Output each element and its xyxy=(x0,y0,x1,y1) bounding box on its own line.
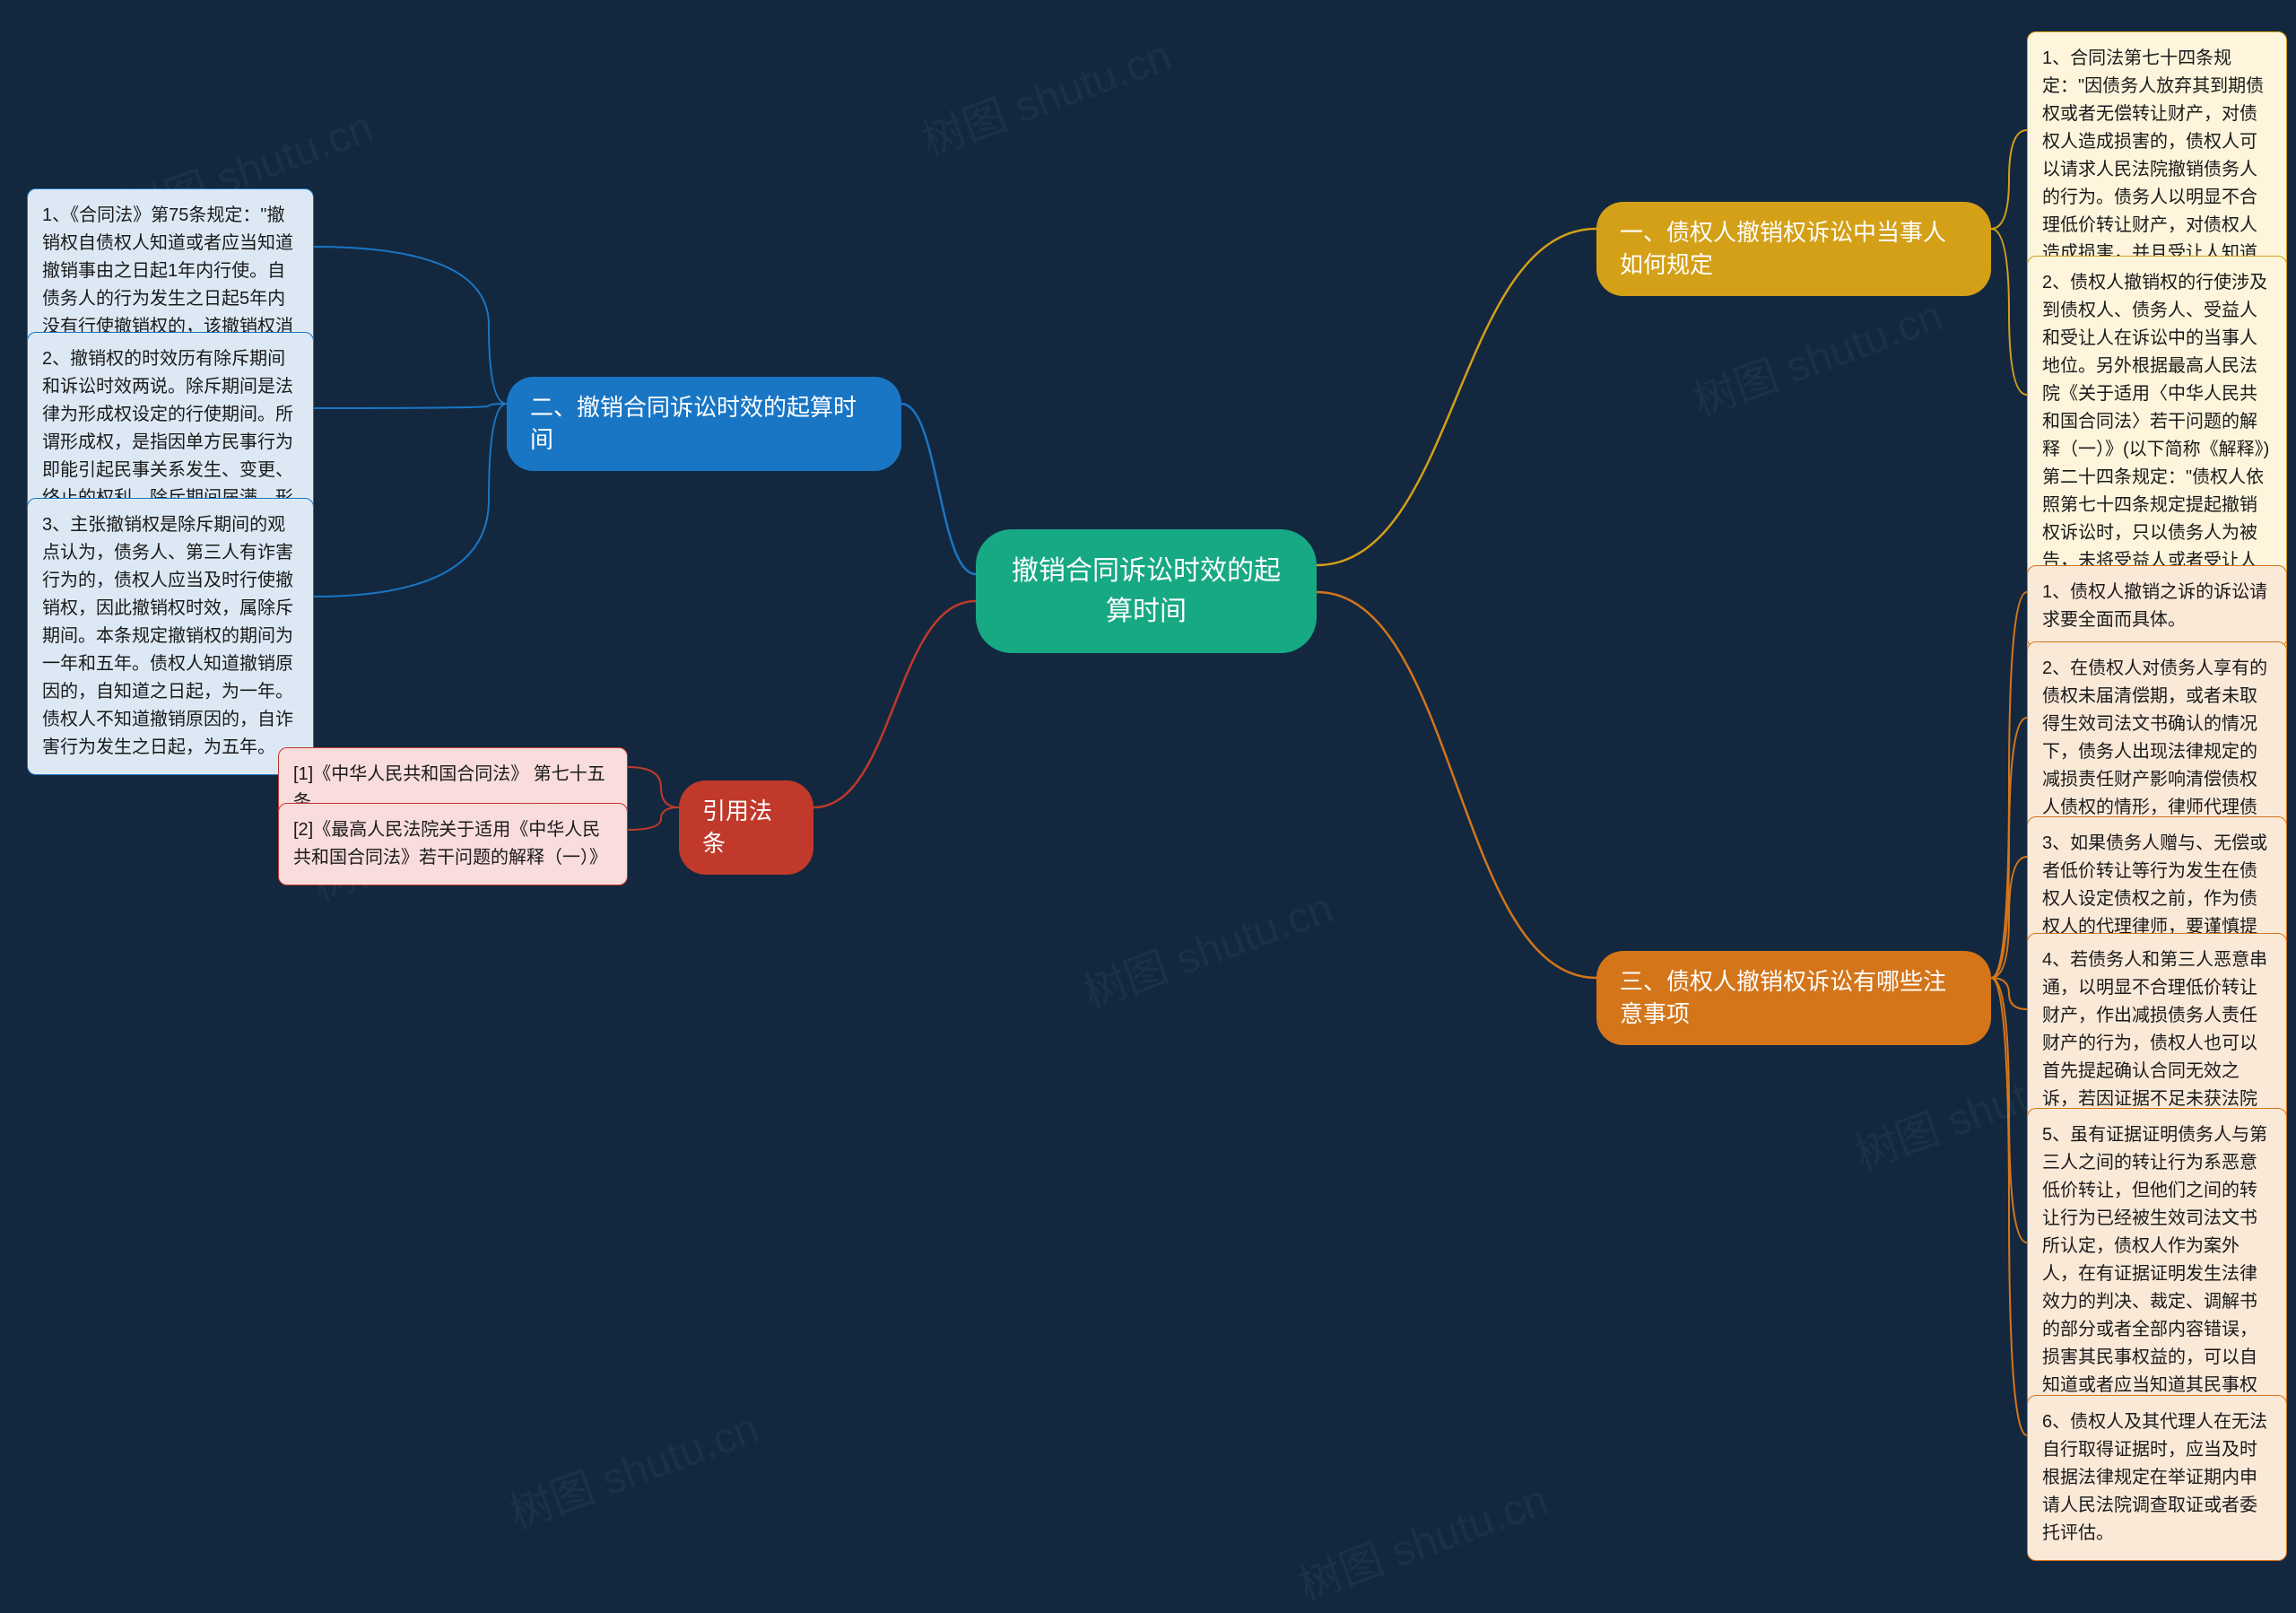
watermark: 树图 shutu.cn xyxy=(912,20,1178,168)
leaf-node: [2]《最高人民法院关于适用《中华人民共和国合同法》若干问题的解释（一）》 xyxy=(278,803,628,885)
branch-node: 二、撤销合同诉讼时效的起算时间 xyxy=(507,377,901,471)
watermark: 树图 shutu.cn xyxy=(1074,872,1340,1020)
watermark: 树图 shutu.cn xyxy=(500,1392,766,1540)
branch-node: 引用法条 xyxy=(679,780,813,875)
central-node: 撤销合同诉讼时效的起算时间 xyxy=(976,529,1317,653)
watermark: 树图 shutu.cn xyxy=(1289,1464,1555,1612)
leaf-node: 1、债权人撤销之诉的诉讼请求要全面而具体。 xyxy=(2027,565,2287,648)
watermark: 树图 shutu.cn xyxy=(1683,280,1950,428)
leaf-node: 3、主张撤销权是除斥期间的观点认为，债务人、第三人有诈害行为的，债权人应当及时行… xyxy=(27,498,314,775)
branch-node: 三、债权人撤销权诉讼有哪些注意事项 xyxy=(1596,951,1991,1045)
branch-node: 一、债权人撤销权诉讼中当事人如何规定 xyxy=(1596,202,1991,296)
leaf-node: 6、债权人及其代理人在无法自行取得证据时，应当及时根据法律规定在举证期内申请人民… xyxy=(2027,1395,2287,1561)
